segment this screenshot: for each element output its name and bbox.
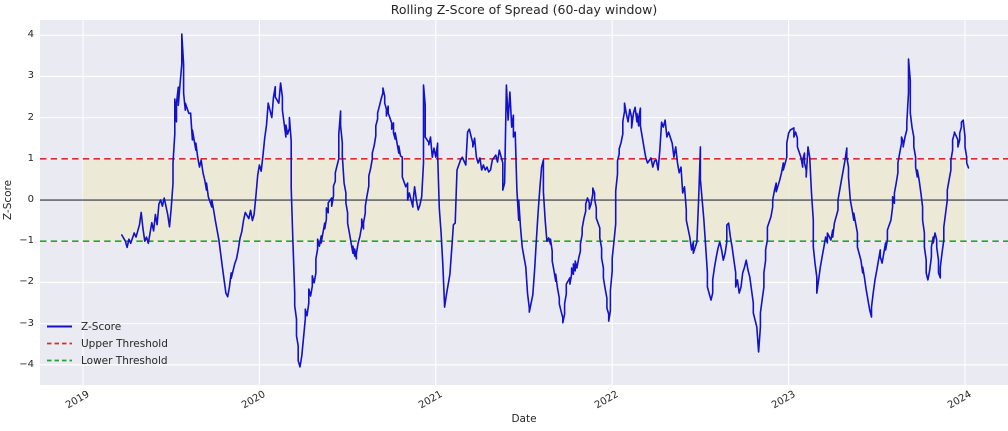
legend-item-upper-threshold: Upper Threshold [46, 335, 168, 352]
y-tick-label: −3 [19, 317, 34, 329]
chart-title: Rolling Z-Score of Spread (60-day window… [390, 2, 658, 17]
zscore-line-swatch-icon [47, 325, 72, 328]
y-tick-label: 4 [27, 29, 34, 41]
plot-area [40, 20, 1008, 385]
x-tick-label: 2022 [593, 389, 621, 412]
y-tick-label: −1 [19, 235, 34, 247]
x-tick-label: 2019 [63, 389, 92, 412]
legend: Z-Score Upper Threshold Lower Threshold [46, 318, 168, 369]
legend-label: Upper Threshold [81, 337, 168, 350]
legend-item-lower-threshold: Lower Threshold [46, 352, 168, 369]
legend-label: Lower Threshold [81, 354, 168, 367]
upper-threshold-dash-swatch-icon [47, 342, 72, 345]
x-tick-label: 2021 [416, 389, 445, 412]
x-axis-label: Date [511, 413, 537, 425]
y-tick-label: 1 [27, 152, 34, 164]
legend-label: Z-Score [81, 320, 122, 333]
chart-canvas [40, 20, 1008, 385]
y-tick-label: −4 [19, 358, 34, 370]
x-tick-label: 2020 [240, 389, 268, 412]
x-tick-label: 2023 [769, 389, 798, 412]
lower-threshold-dash-swatch-icon [47, 359, 72, 362]
y-tick-label: 3 [27, 70, 34, 82]
y-tick-label: −2 [19, 276, 34, 288]
legend-item-zscore: Z-Score [46, 318, 168, 335]
zscore-line [121, 33, 970, 368]
y-tick-label: 2 [27, 111, 34, 123]
x-tick-label: 2024 [945, 389, 974, 412]
y-tick-label: 0 [27, 194, 34, 206]
